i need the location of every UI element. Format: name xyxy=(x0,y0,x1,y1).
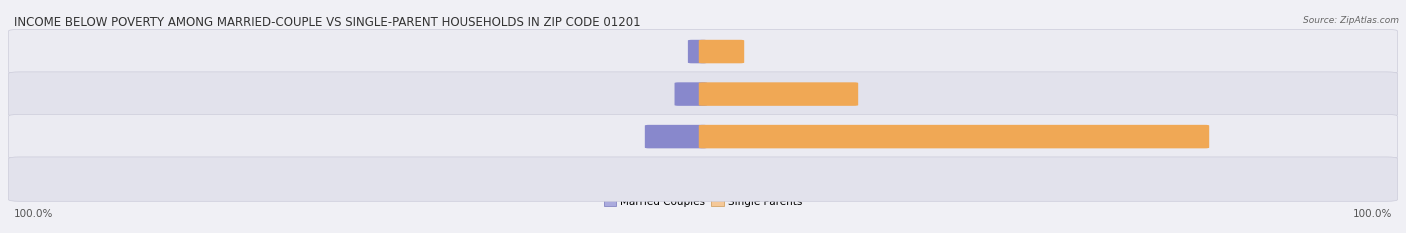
Text: 0.0%: 0.0% xyxy=(665,174,692,184)
Text: 24.9%: 24.9% xyxy=(865,89,898,99)
Text: 1.8%: 1.8% xyxy=(654,47,681,57)
Text: 6.1%: 6.1% xyxy=(751,47,778,57)
Text: 5 or more Children: 5 or more Children xyxy=(654,174,752,184)
Text: 82.8%: 82.8% xyxy=(1216,132,1250,142)
Text: 100.0%: 100.0% xyxy=(14,209,53,219)
Text: No Children: No Children xyxy=(672,47,734,57)
Text: 8.9%: 8.9% xyxy=(612,132,638,142)
Text: 100.0%: 100.0% xyxy=(1353,209,1392,219)
Text: INCOME BELOW POVERTY AMONG MARRIED-COUPLE VS SINGLE-PARENT HOUSEHOLDS IN ZIP COD: INCOME BELOW POVERTY AMONG MARRIED-COUPL… xyxy=(14,16,641,29)
Text: 0.0%: 0.0% xyxy=(714,174,741,184)
Text: 4.0%: 4.0% xyxy=(641,89,668,99)
Text: 1 or 2 Children: 1 or 2 Children xyxy=(664,89,742,99)
Text: 3 or 4 Children: 3 or 4 Children xyxy=(664,132,742,142)
Text: Source: ZipAtlas.com: Source: ZipAtlas.com xyxy=(1303,16,1399,25)
Legend: Married Couples, Single Parents: Married Couples, Single Parents xyxy=(599,193,807,212)
